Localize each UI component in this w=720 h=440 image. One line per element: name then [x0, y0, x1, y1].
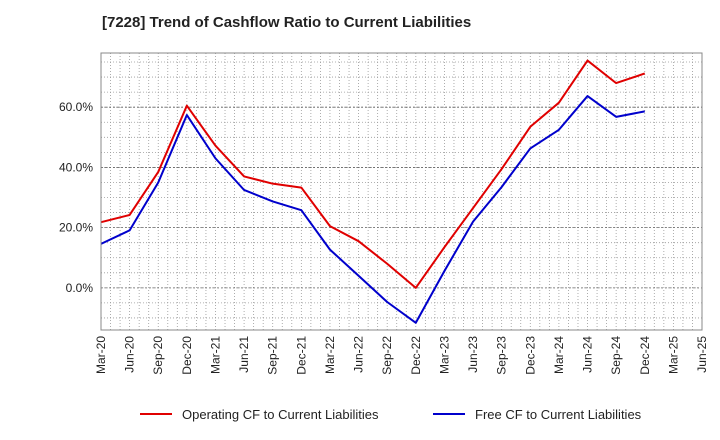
x-tick-label: Sep-21: [266, 336, 280, 375]
x-tick-label: Jun-24: [581, 336, 595, 373]
x-tick-label: Jun-22: [352, 336, 366, 373]
legend-label: Operating CF to Current Liabilities: [182, 407, 379, 422]
y-axis: 0.0% 20.0% 40.0% 60.0%: [59, 100, 93, 295]
series-line-operating-cf: [100, 59, 646, 289]
y-tick-label: 20.0%: [59, 221, 93, 235]
x-tick-label: Mar-22: [323, 336, 337, 374]
x-tick-label: Dec-24: [638, 336, 652, 375]
x-tick-label: Sep-23: [495, 336, 509, 375]
x-tick-label: Mar-24: [552, 336, 566, 374]
x-tick-label: Dec-20: [180, 336, 194, 375]
y-tick-label: 60.0%: [59, 100, 93, 114]
x-tick-label: Mar-25: [666, 336, 680, 374]
x-tick-label: Dec-23: [523, 336, 537, 375]
x-tick-label: Sep-22: [380, 336, 394, 375]
y-tick-label: 40.0%: [59, 160, 93, 174]
x-tick-label: Jun-21: [237, 336, 251, 373]
x-tick-label: Dec-22: [409, 336, 423, 375]
chart-title: [7228] Trend of Cashflow Ratio to Curren…: [102, 14, 472, 31]
x-tick-label: Mar-20: [94, 336, 108, 374]
y-tick-label: 0.0%: [66, 281, 94, 295]
series-layer: [100, 59, 646, 324]
legend-label: Free CF to Current Liabilities: [475, 407, 642, 422]
x-tick-label: Sep-20: [151, 336, 165, 375]
x-tick-label: Dec-21: [294, 336, 308, 375]
legend: Operating CF to Current Liabilities Free …: [140, 407, 642, 422]
x-axis: Mar-20 Jun-20 Sep-20 Dec-20 Mar-21 Jun-21 Sep-…: [94, 336, 709, 375]
plot-frame: [100, 52, 703, 331]
series-line-free-cf: [100, 95, 645, 324]
x-tick-label: Mar-23: [437, 336, 451, 374]
grid-layer: [101, 53, 702, 330]
x-tick-label: Jun-25: [695, 336, 709, 373]
x-tick-label: Jun-20: [123, 336, 137, 373]
x-tick-label: Sep-24: [609, 336, 623, 375]
x-tick-label: Jun-23: [466, 336, 480, 373]
x-tick-label: Mar-21: [208, 336, 222, 374]
